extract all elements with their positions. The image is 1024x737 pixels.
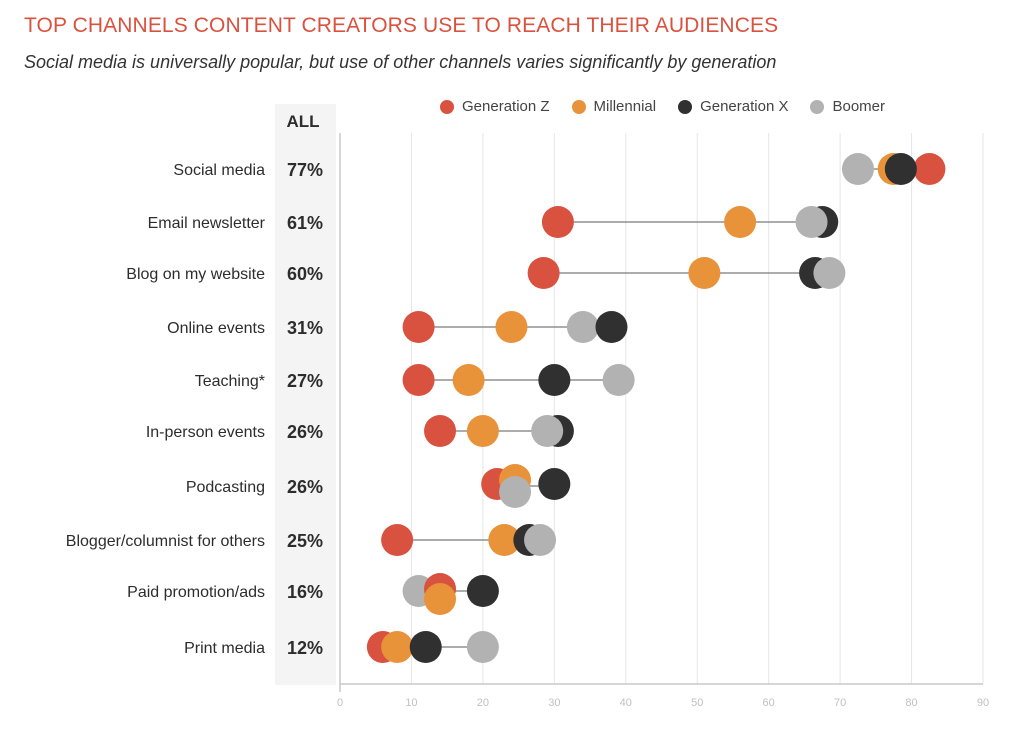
dot-generation-x xyxy=(884,153,917,185)
dot-millennial xyxy=(452,364,485,396)
all-value: 12% xyxy=(287,638,323,658)
category-label: In-person events xyxy=(146,424,265,441)
dot-generation-z xyxy=(913,153,946,185)
category-label: Email newsletter xyxy=(148,215,266,232)
dot-millennial xyxy=(724,206,757,238)
category-label: Teaching* xyxy=(195,373,265,390)
legend-dot-generation-z xyxy=(440,99,454,114)
category-label: Blogger/columnist for others xyxy=(66,533,265,550)
dot-generation-z xyxy=(402,364,435,396)
dot-generation-x xyxy=(595,311,628,343)
category-label: Podcasting xyxy=(186,479,265,496)
x-tick-label: 70 xyxy=(834,697,846,709)
dot-boomer xyxy=(813,257,846,289)
all-value: 16% xyxy=(287,582,323,602)
x-tick-label: 50 xyxy=(691,697,703,709)
all-value: 27% xyxy=(287,371,323,391)
x-tick-label: 0 xyxy=(337,697,343,709)
dot-millennial xyxy=(488,524,521,556)
category-label: Blog on my website xyxy=(126,266,265,283)
dot-millennial xyxy=(466,415,499,447)
legend-item-millennial: Millennial xyxy=(571,98,657,115)
dot-boomer xyxy=(602,364,635,396)
category-label: Print media xyxy=(184,640,265,657)
legend-label: Generation Z xyxy=(462,98,550,115)
dot-boomer xyxy=(841,153,874,185)
dot-millennial xyxy=(495,311,528,343)
dot-boomer xyxy=(499,476,532,508)
dot-generation-x xyxy=(538,364,571,396)
x-tick-label: 10 xyxy=(405,697,417,709)
legend-label: Generation X xyxy=(700,98,789,115)
dot-generation-x xyxy=(466,575,499,607)
dot-boomer xyxy=(795,206,828,238)
legend-item-boomer: Boomer xyxy=(810,98,885,115)
all-value: 25% xyxy=(287,531,323,551)
dot-boomer xyxy=(531,415,564,447)
legend-item-generation-x: Generation X xyxy=(678,98,788,115)
dot-generation-z xyxy=(527,257,560,289)
dot-generation-z xyxy=(541,206,574,238)
chart-title: TOP CHANNELS CONTENT CREATORS USE TO REA… xyxy=(24,14,779,37)
all-value: 26% xyxy=(287,477,323,497)
dot-boomer xyxy=(466,631,499,663)
dot-generation-x xyxy=(409,631,442,663)
category-label: Social media xyxy=(173,162,265,179)
legend: Generation Z Millennial Generation X Boo… xyxy=(440,98,907,115)
chart-subtitle: Social media is universally popular, but… xyxy=(24,52,777,72)
dot-millennial xyxy=(688,257,721,289)
all-value: 60% xyxy=(287,264,323,284)
dot-boomer xyxy=(524,524,557,556)
all-column-header: ALL xyxy=(286,112,320,131)
dot-generation-x xyxy=(538,468,571,500)
legend-dot-millennial xyxy=(571,99,586,114)
legend-item-generation-z: Generation Z xyxy=(440,98,550,115)
legend-dot-generation-x xyxy=(678,99,693,114)
x-tick-label: 30 xyxy=(548,697,560,709)
legend-label: Boomer xyxy=(832,98,885,115)
dot-generation-z xyxy=(402,311,435,343)
dot-millennial xyxy=(381,631,414,663)
legend-dot-boomer xyxy=(810,99,825,114)
dot-millennial xyxy=(424,583,457,615)
dot-generation-z xyxy=(381,524,414,556)
legend-label: Millennial xyxy=(593,98,657,115)
dot-boomer xyxy=(566,311,599,343)
x-tick-label: 60 xyxy=(763,697,775,709)
category-label: Paid promotion/ads xyxy=(127,584,265,601)
all-column-panel xyxy=(275,104,336,685)
x-tick-label: 20 xyxy=(477,697,489,709)
all-value: 26% xyxy=(287,422,323,442)
x-tick-label: 40 xyxy=(620,697,632,709)
all-value: 31% xyxy=(287,318,323,338)
all-value: 77% xyxy=(287,160,323,180)
x-tick-label: 80 xyxy=(905,697,917,709)
all-value: 61% xyxy=(287,213,323,233)
category-label: Online events xyxy=(167,320,265,337)
dot-generation-z xyxy=(424,415,457,447)
x-tick-label: 90 xyxy=(977,697,989,709)
